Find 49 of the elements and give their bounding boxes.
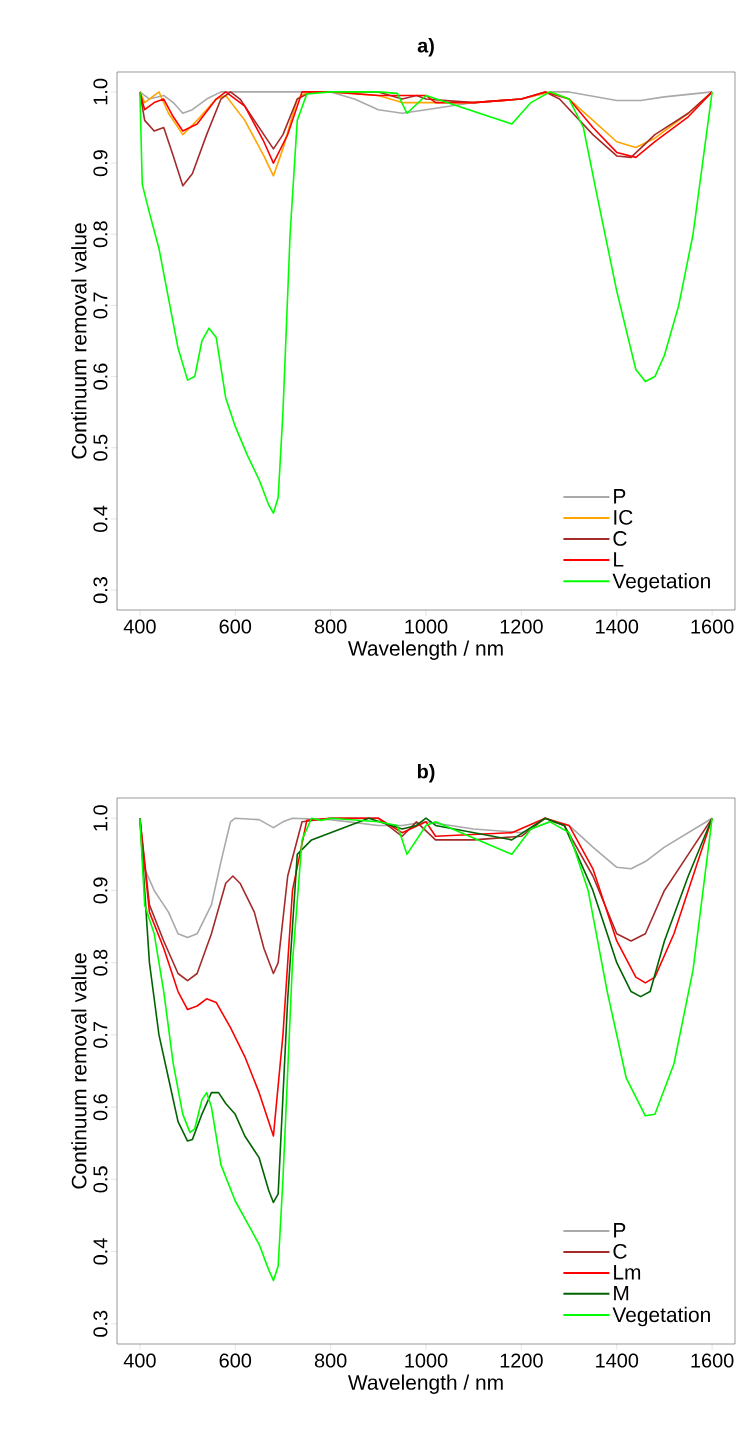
y-axis-title: Continuum removal value [71,223,87,459]
x-tick-label: 600 [219,619,252,634]
y-axis-title: Continuum removal value [71,953,87,1189]
x-tick-label: 1600 [691,1353,734,1368]
y-tick-label: 1.0 [93,805,108,831]
y-tick-label: 0.5 [93,434,108,461]
y-tick-label: 0.8 [93,221,108,248]
y-tick-label: 0.8 [93,949,108,976]
x-tick-label: 1000 [405,1353,448,1368]
line-series [139,91,713,164]
x-tick-label: 1600 [691,619,734,634]
y-tick-label: 0.5 [93,1166,108,1193]
y-tick-label: 1.0 [93,78,108,105]
y-tick-label: 0.6 [93,1094,108,1121]
legend-label: Vegetation [612,1306,710,1327]
y-tick-label: 0.7 [93,1022,108,1048]
y-tick-label: 0.4 [93,1238,108,1265]
legend-label: C [613,1243,627,1259]
legend-label: P [614,1223,626,1238]
chart-title: b) [417,763,435,783]
x-tick-label: 400 [123,619,156,634]
legend-label: Vegetation [612,573,710,593]
legend-label: L [614,552,624,567]
chart-title: a) [417,37,434,57]
x-tick-label: 1400 [596,619,639,634]
x-tick-label: 1200 [500,1353,543,1368]
x-tick-label: 800 [314,1353,347,1368]
y-tick-label: 0.3 [93,577,108,604]
x-tick-label: 1400 [596,1353,639,1368]
x-tick-label: 600 [219,1353,252,1368]
legend-label: M [614,1285,629,1301]
legend-label: Lm [614,1265,641,1280]
y-tick-label: 0.4 [93,505,108,532]
y-tick-label: 0.3 [93,1310,108,1337]
x-tick-label: 400 [123,1353,156,1368]
legend-label: P [614,489,626,504]
legend-label: IC [614,509,633,525]
y-tick-label: 0.7 [93,292,108,319]
legend-label: C [613,531,627,546]
line-series [139,817,713,1282]
y-tick-label: 0.9 [93,877,108,904]
line-series [139,817,713,1137]
y-tick-label: 0.9 [93,150,108,177]
x-tick-label: 1200 [500,619,543,634]
y-tick-label: 0.6 [93,363,108,390]
x-tick-label: 800 [314,619,347,634]
x-axis-title: Wavelength / nm [347,1374,503,1394]
x-tick-label: 1000 [405,619,448,634]
x-axis-title: Wavelength / nm [347,640,503,660]
